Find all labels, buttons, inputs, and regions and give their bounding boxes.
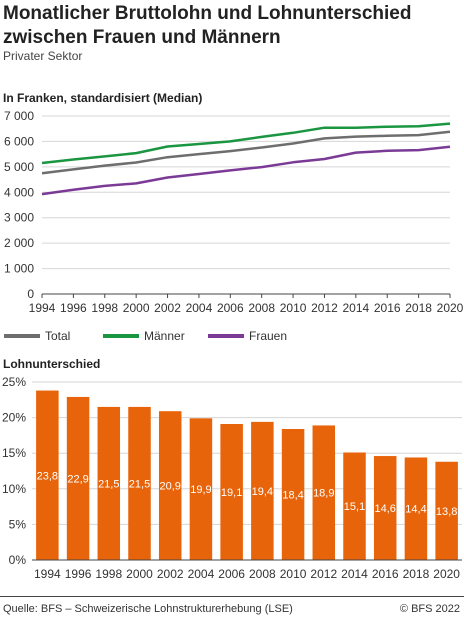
y-tick-label: 0: [27, 287, 34, 301]
x-tick-label: 2020: [437, 301, 464, 315]
x-tick-label: 1996: [60, 301, 87, 315]
bar-value-label: 19,4: [252, 486, 273, 498]
x-tick-label: 2016: [372, 567, 399, 581]
x-tick-label: 2014: [341, 567, 368, 581]
y-tick-label: 10%: [2, 482, 26, 496]
x-tick-label: 2010: [280, 567, 307, 581]
bar-value-label: 13,8: [436, 506, 457, 518]
bar-value-label: 18,9: [313, 488, 334, 500]
y-tick-label: 6 000: [4, 134, 34, 148]
y-tick-label: 3 000: [4, 211, 34, 225]
y-tick-label: 2 000: [4, 236, 34, 250]
x-tick-label: 2012: [310, 567, 337, 581]
bar: [404, 457, 428, 560]
bar: [373, 456, 397, 560]
bar-value-label: 23,8: [37, 470, 58, 482]
bar: [158, 411, 182, 560]
x-tick-label: 1994: [34, 567, 61, 581]
x-tick-label: 2008: [249, 567, 276, 581]
x-tick-label: 2004: [186, 301, 213, 315]
x-tick-label: 2018: [403, 567, 430, 581]
x-tick-label: 2006: [217, 301, 244, 315]
x-tick-label: 2016: [374, 301, 401, 315]
copyright-note: © BFS 2022: [399, 603, 460, 615]
series-line-m-nner: [41, 122, 451, 165]
x-tick-label: 2006: [218, 567, 245, 581]
bar: [97, 406, 121, 560]
bar: [312, 425, 336, 560]
bar: [220, 424, 243, 560]
legend-label: Männer: [144, 329, 185, 343]
x-tick-label: 1996: [65, 567, 92, 581]
chart-subtitle: Privater Sektor: [3, 49, 83, 63]
bar-chart-title: Lohnunterschied: [3, 357, 101, 371]
y-tick-label: 15%: [2, 446, 26, 460]
bar-value-label: 14,6: [375, 503, 396, 515]
x-tick-label: 2020: [433, 567, 460, 581]
bar-value-label: 21,5: [98, 478, 119, 490]
y-tick-label: 0%: [9, 553, 27, 567]
bar-value-label: 19,1: [221, 487, 242, 499]
x-tick-label: 2002: [157, 567, 184, 581]
x-tick-label: 2004: [188, 567, 215, 581]
legend-label: Total: [45, 329, 70, 343]
bar: [128, 406, 151, 560]
x-tick-label: 2002: [154, 301, 181, 315]
legend-label: Frauen: [249, 329, 287, 343]
footer-divider: [0, 596, 464, 597]
bar-value-label: 22,9: [67, 473, 88, 485]
y-tick-label: 1 000: [4, 262, 34, 276]
x-tick-label: 2000: [126, 567, 153, 581]
chart-title: Monatlicher Bruttolohn und Lohnunterschi…: [3, 3, 412, 48]
source-note: Quelle: BFS – Schweizerische Lohnstruktu…: [3, 603, 293, 615]
y-tick-label: 25%: [2, 375, 26, 389]
x-tick-label: 2018: [405, 301, 432, 315]
x-tick-label: 2008: [248, 301, 275, 315]
bar: [66, 396, 90, 560]
bar-value-label: 19,9: [190, 484, 211, 496]
y-tick-label: 4 000: [4, 185, 34, 199]
bar-value-label: 18,4: [282, 489, 303, 501]
bar: [251, 421, 274, 560]
bar-chart: 0% 5% 10% 15% 20% 25% 23,8 1994 22,9 1996 21,5 1998…: [2, 375, 462, 581]
x-tick-label: 2010: [280, 301, 307, 315]
bar: [343, 452, 366, 560]
bar-value-label: 15,1: [344, 501, 365, 513]
x-tick-label: 1998: [91, 301, 118, 315]
x-tick-label: 1998: [95, 567, 122, 581]
bar-value-label: 21,5: [129, 478, 150, 490]
x-tick-label: 2012: [311, 301, 338, 315]
y-tick-label: 20%: [2, 411, 26, 425]
line-chart-title: In Franken, standardisiert (Median): [3, 91, 203, 105]
bar-value-label: 14,4: [405, 504, 426, 516]
series-line-total: [41, 130, 451, 175]
bar-value-label: 20,9: [160, 481, 181, 493]
line-chart: 0 1 000 2 000 3 000 4 000 5 000 6 000 7 000 1994…: [4, 109, 464, 343]
bar: [36, 390, 59, 560]
series-line-frauen: [41, 145, 451, 196]
y-tick-label: 5%: [9, 517, 27, 531]
x-tick-label: 2000: [123, 301, 150, 315]
y-tick-label: 5 000: [4, 160, 34, 174]
bar: [189, 418, 213, 560]
bar: [435, 461, 458, 560]
x-tick-label: 2014: [342, 301, 369, 315]
bar: [281, 428, 305, 560]
y-tick-label: 7 000: [4, 109, 34, 123]
x-tick-label: 1994: [29, 301, 56, 315]
